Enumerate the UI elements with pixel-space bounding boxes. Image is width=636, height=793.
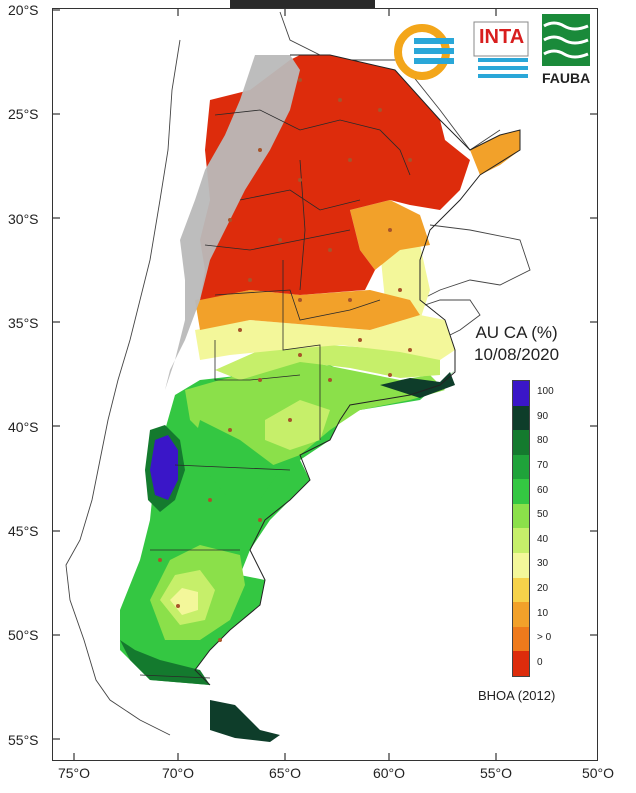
axis-ticks <box>52 8 598 761</box>
moisture-zones <box>120 55 520 742</box>
legend-colorbar <box>512 380 530 677</box>
legend-swatch <box>513 430 529 455</box>
legend-title-line2: 10/08/2020 <box>474 345 560 364</box>
legend-label: 60 <box>537 484 549 496</box>
legend-label: > 0 <box>537 632 552 644</box>
lat-label-40: 40°S <box>8 419 39 435</box>
legend-label: 0 <box>537 656 543 668</box>
legend-swatch <box>513 651 529 676</box>
lat-label-50: 50°S <box>8 627 39 643</box>
legend-label: 70 <box>537 460 549 472</box>
legend-label: 90 <box>537 410 549 422</box>
legend-swatch <box>513 577 529 603</box>
legend-swatch <box>513 602 529 627</box>
inta-logo-icon <box>473 21 529 78</box>
lon-label-65: 65°O <box>268 765 302 781</box>
fauba-logo-text: FAUBA <box>542 70 591 86</box>
legend-swatch <box>513 454 529 480</box>
lon-label-50: 50°O <box>581 765 615 781</box>
lon-label-75: 75°O <box>57 765 91 781</box>
legend-swatch <box>513 626 529 652</box>
fauba-logo-icon <box>542 14 590 66</box>
legend-swatch <box>513 405 529 431</box>
legend-label: 30 <box>537 558 549 570</box>
legend-swatch <box>513 553 529 578</box>
institution-logos: INTA FAUBA <box>392 12 592 92</box>
legend-swatch <box>513 528 529 554</box>
legend-label: 40 <box>537 533 549 545</box>
inta-logo-text: INTA <box>479 26 525 48</box>
window-top-bar <box>230 0 375 8</box>
province-borders <box>139 109 411 679</box>
legend-swatch <box>513 479 529 504</box>
lat-label-25: 25°S <box>8 106 39 122</box>
lat-label-55: 55°S <box>8 732 39 748</box>
legend-label: 100 <box>537 386 554 398</box>
lat-label-35: 35°S <box>8 315 39 331</box>
legend-title-line1: AU CA (%) <box>475 323 558 342</box>
ring-logo-icon <box>394 24 454 80</box>
lon-label-60: 60°O <box>372 765 406 781</box>
station-dots <box>158 78 412 642</box>
legend-swatch <box>513 381 529 406</box>
legend-label: 80 <box>537 435 549 447</box>
lon-label-55: 55°O <box>479 765 513 781</box>
legend-title: AU CA (%) 10/08/2020 <box>474 322 559 366</box>
lat-label-20: 20°S <box>8 2 39 18</box>
lat-label-30: 30°S <box>8 211 39 227</box>
argentina-coastline <box>194 54 521 686</box>
legend-label: 50 <box>537 509 549 521</box>
lat-label-45: 45°S <box>8 523 39 539</box>
logo-graphics <box>394 14 590 80</box>
legend-label: 10 <box>537 607 549 619</box>
legend-label: 20 <box>537 582 549 594</box>
lon-label-70: 70°O <box>161 765 195 781</box>
source-label: BHOA (2012) <box>478 688 556 703</box>
legend-swatch <box>513 503 529 529</box>
